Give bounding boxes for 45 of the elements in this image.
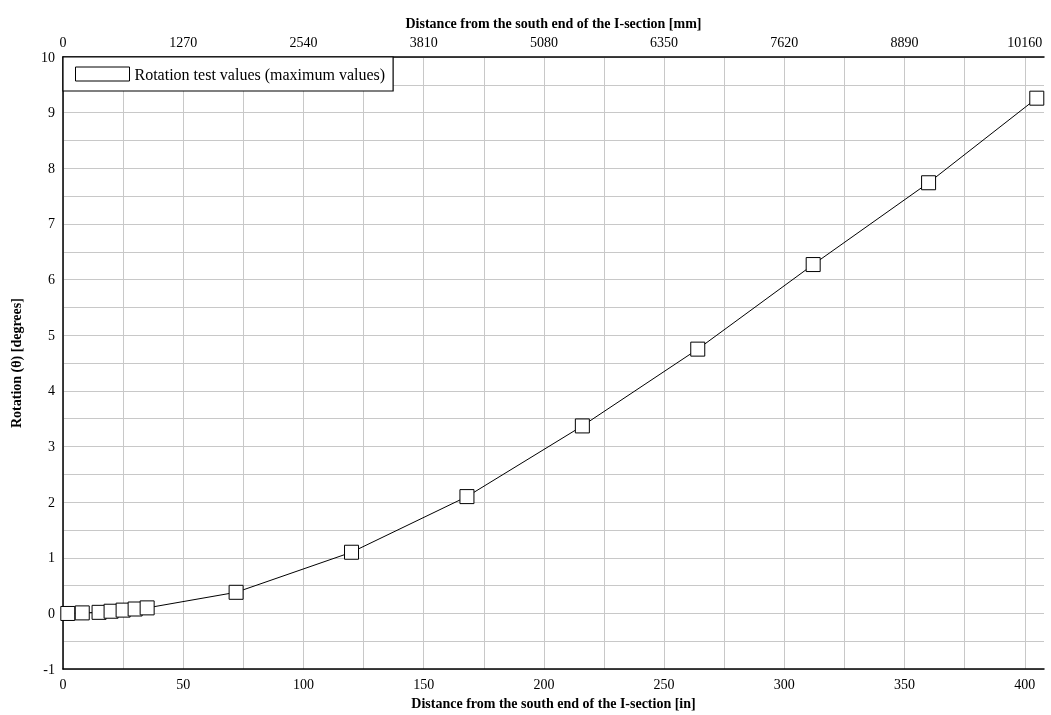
x-tick-label: 0: [59, 676, 67, 692]
y-tick-label: 10: [41, 49, 55, 65]
point: [459, 489, 475, 505]
y-tick-label: 8: [48, 160, 55, 176]
x-tick-label: 400: [1014, 676, 1036, 692]
x2-tick-label: 0: [59, 34, 67, 50]
point: [228, 584, 244, 600]
x-tick-label: 100: [292, 676, 314, 692]
y-tick-label: 5: [48, 327, 55, 343]
legend-label: Rotation test values (maximum values): [134, 65, 386, 84]
x2-tick-label: 10160: [1007, 34, 1043, 50]
y-tick-label: 7: [48, 216, 55, 232]
point: [344, 544, 360, 560]
point: [74, 605, 90, 621]
x2-tick-label: 3810: [409, 34, 438, 50]
x-tick-label: 350: [894, 676, 916, 692]
point: [805, 257, 821, 273]
y-tick-label: 4: [48, 383, 55, 399]
x-tick-label: 250: [653, 676, 675, 692]
y-axis-title: Rotation (θ) [degrees]: [8, 298, 25, 428]
y-tick-label: -1: [43, 661, 55, 677]
x-tick-label: 150: [413, 676, 435, 692]
x2-tick-label: 6350: [650, 34, 679, 50]
y-tick-label: 1: [48, 550, 55, 566]
point: [139, 600, 155, 616]
x2-tick-label: 2540: [289, 34, 318, 50]
x2-tick-label: 8890: [890, 34, 919, 50]
y-tick-label: 0: [48, 605, 55, 621]
x-axis-title: Distance from the south end of the I-section [in]: [411, 695, 696, 711]
point: [574, 418, 590, 434]
point: [1029, 90, 1045, 106]
x2-tick-label: 1270: [169, 34, 198, 50]
x2-tick-label: 7620: [770, 34, 799, 50]
point: [921, 175, 937, 191]
y-tick-label: 9: [48, 105, 55, 121]
y-tick-label: 2: [48, 494, 55, 510]
point: [690, 341, 706, 357]
x2-tick-label: 5080: [529, 34, 558, 50]
point: [60, 605, 76, 621]
y-tick-label: 6: [48, 272, 55, 288]
x-tick-label: 50: [176, 676, 191, 692]
y-tick-label: 3: [48, 439, 55, 455]
x2-axis-title: Distance from the south end of the I-section [mm]: [405, 15, 702, 31]
x-tick-label: 200: [533, 676, 555, 692]
x-tick-label: 300: [773, 676, 795, 692]
